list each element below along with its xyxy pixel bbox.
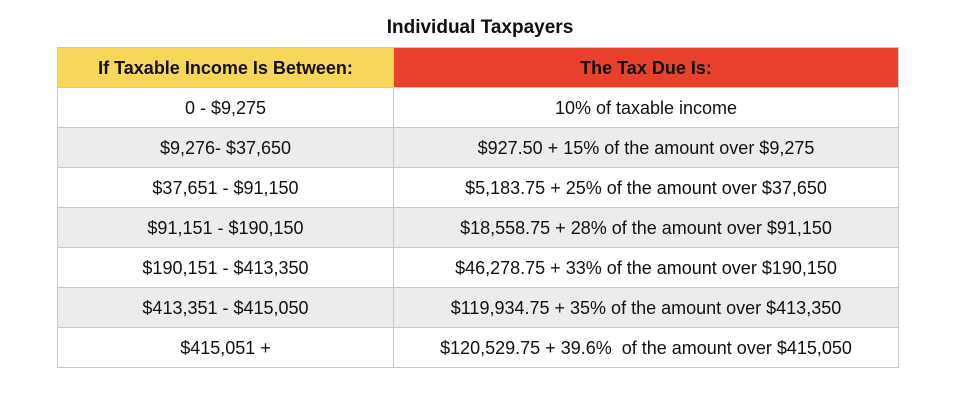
tax-due-cell: $5,183.75 + 25% of the amount over $37,6… xyxy=(393,167,899,208)
income-range-cell: $91,151 - $190,150 xyxy=(57,207,394,248)
table-row: $415,051 + $120,529.75 + 39.6% of the am… xyxy=(57,327,899,368)
table-row: $413,351 - $415,050 $119,934.75 + 35% of… xyxy=(57,287,899,328)
table-row: $9,276- $37,650 $927.50 + 15% of the amo… xyxy=(57,127,899,168)
table-row: $91,151 - $190,150 $18,558.75 + 28% of t… xyxy=(57,207,899,248)
income-range-cell: 0 - $9,275 xyxy=(57,87,394,128)
income-range-cell: $190,151 - $413,350 xyxy=(57,247,394,288)
table-row: 0 - $9,275 10% of taxable income xyxy=(57,87,899,128)
income-range-cell: $37,651 - $91,150 xyxy=(57,167,394,208)
tax-due-cell: $46,278.75 + 33% of the amount over $190… xyxy=(393,247,899,288)
table-header-row: If Taxable Income Is Between: The Tax Du… xyxy=(57,47,899,88)
table-row: $190,151 - $413,350 $46,278.75 + 33% of … xyxy=(57,247,899,288)
income-range-cell: $413,351 - $415,050 xyxy=(57,287,394,328)
tax-due-cell: $18,558.75 + 28% of the amount over $91,… xyxy=(393,207,899,248)
tax-due-cell: $119,934.75 + 35% of the amount over $41… xyxy=(393,287,899,328)
header-taxable-income: If Taxable Income Is Between: xyxy=(57,47,394,88)
page-title: Individual Taxpayers xyxy=(386,17,574,38)
income-range-cell: $415,051 + xyxy=(57,327,394,368)
tax-due-cell: $120,529.75 + 39.6% of the amount over $… xyxy=(393,327,899,368)
tax-due-cell: $927.50 + 15% of the amount over $9,275 xyxy=(393,127,899,168)
tax-due-cell: 10% of taxable income xyxy=(393,87,899,128)
header-tax-due: The Tax Due Is: xyxy=(393,47,899,88)
tax-bracket-table: If Taxable Income Is Between: The Tax Du… xyxy=(57,47,899,368)
income-range-cell: $9,276- $37,650 xyxy=(57,127,394,168)
table-row: $37,651 - $91,150 $5,183.75 + 25% of the… xyxy=(57,167,899,208)
